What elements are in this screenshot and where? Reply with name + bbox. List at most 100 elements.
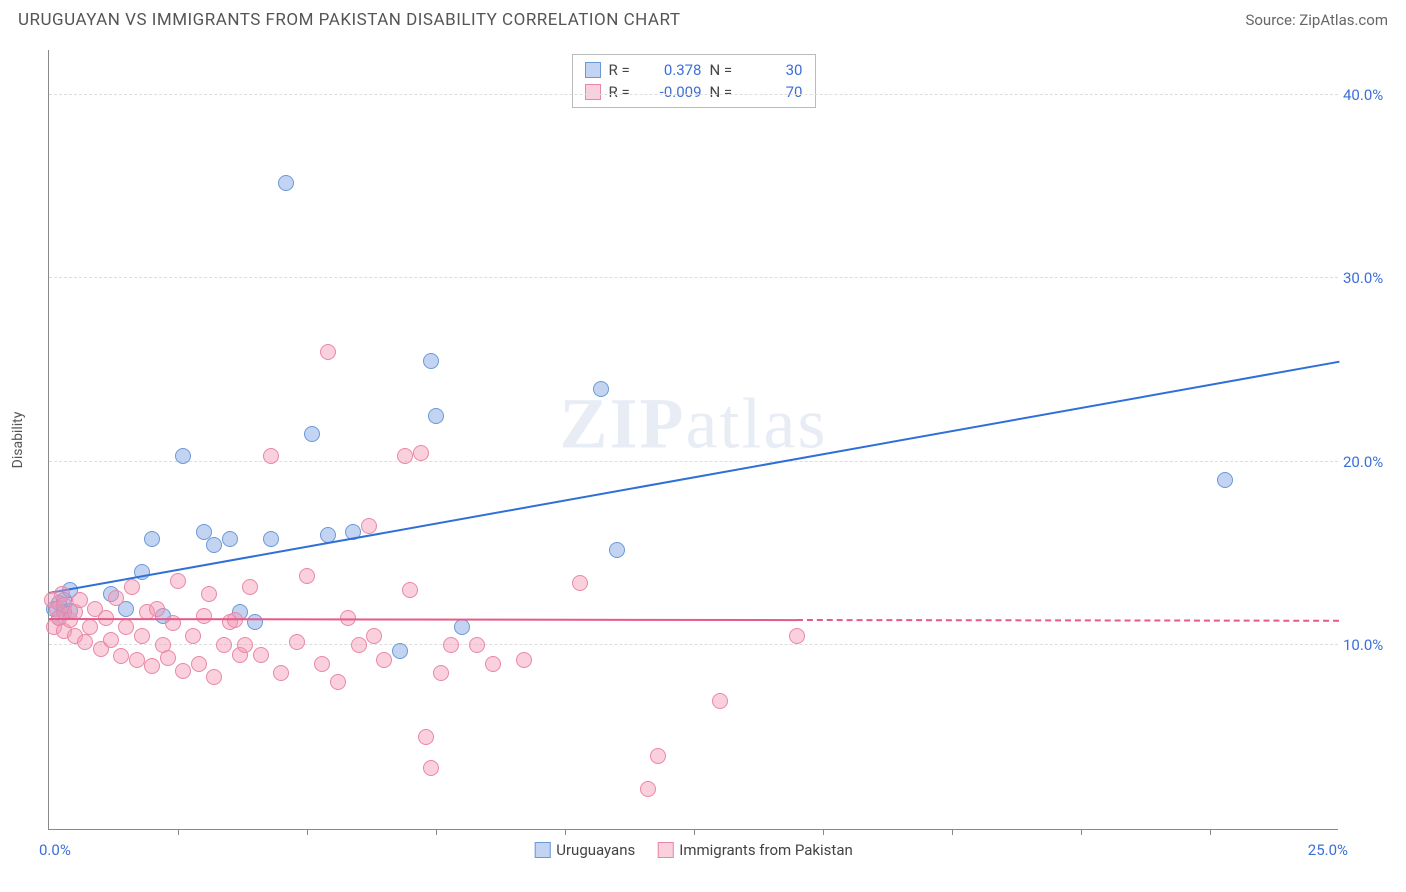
scatter-point — [160, 650, 176, 666]
scatter-point — [253, 647, 269, 663]
legend-item-uruguayans: Uruguayans — [534, 841, 635, 859]
n-label: N = — [710, 83, 740, 101]
scatter-point — [609, 542, 625, 558]
trend-line-dashed — [797, 619, 1339, 622]
legend-label-pakistan: Immigrants from Pakistan — [679, 841, 853, 859]
scatter-point — [149, 601, 165, 617]
scatter-point — [1217, 472, 1233, 488]
r-label: R = — [609, 61, 639, 79]
n-value-pakistan: 70 — [748, 83, 803, 101]
scatter-point — [304, 426, 320, 442]
scatter-point — [314, 656, 330, 672]
scatter-point — [77, 634, 93, 650]
swatch-uruguayans — [534, 842, 550, 858]
scatter-point — [185, 628, 201, 644]
legend-series: Uruguayans Immigrants from Pakistan — [534, 841, 853, 859]
scatter-point — [175, 663, 191, 679]
r-value-pakistan: -0.009 — [647, 83, 702, 101]
y-tick-label: 30.0% — [1343, 269, 1398, 287]
scatter-point — [124, 579, 140, 595]
scatter-point — [433, 665, 449, 681]
y-axis-label: Disability — [10, 412, 26, 469]
scatter-point — [289, 634, 305, 650]
scatter-point — [113, 648, 129, 664]
scatter-point — [650, 748, 666, 764]
x-tick-mark — [178, 829, 179, 835]
scatter-point — [423, 353, 439, 369]
scatter-point — [428, 408, 444, 424]
y-tick-label: 40.0% — [1343, 86, 1398, 104]
legend-item-pakistan: Immigrants from Pakistan — [657, 841, 853, 859]
scatter-point — [201, 586, 217, 602]
watermark-light: atlas — [686, 383, 828, 463]
chart-title: URUGUAYAN VS IMMIGRANTS FROM PAKISTAN DI… — [18, 10, 680, 30]
scatter-point — [330, 674, 346, 690]
scatter-point — [397, 448, 413, 464]
scatter-point — [366, 628, 382, 644]
scatter-point — [278, 175, 294, 191]
y-tick-label: 10.0% — [1343, 636, 1398, 654]
x-tick-mark — [565, 829, 566, 835]
scatter-point — [423, 760, 439, 776]
scatter-point — [144, 531, 160, 547]
swatch-uruguayans — [585, 62, 601, 78]
y-tick-label: 20.0% — [1343, 453, 1398, 471]
scatter-point — [134, 628, 150, 644]
r-value-uruguayans: 0.378 — [647, 61, 702, 79]
scatter-point — [263, 448, 279, 464]
scatter-point — [443, 637, 459, 653]
x-tick-mark — [1210, 829, 1211, 835]
x-tick-mark — [952, 829, 953, 835]
legend-row-uruguayans: R = 0.378 N = 30 — [585, 59, 803, 81]
swatch-pakistan — [585, 84, 601, 100]
trend-line — [49, 361, 1339, 594]
x-tick-mark — [694, 829, 695, 835]
scatter-point — [413, 445, 429, 461]
scatter-point — [216, 637, 232, 653]
scatter-point — [640, 781, 656, 797]
x-tick-mark — [307, 829, 308, 835]
x-axis-max-label: 25.0% — [1308, 841, 1348, 859]
swatch-pakistan — [657, 842, 673, 858]
scatter-point — [72, 592, 88, 608]
scatter-point — [516, 652, 532, 668]
grid-line — [49, 461, 1338, 462]
scatter-point — [593, 381, 609, 397]
scatter-point — [299, 568, 315, 584]
legend-row-pakistan: R = -0.009 N = 70 — [585, 81, 803, 103]
x-tick-mark — [1081, 829, 1082, 835]
scatter-point — [572, 575, 588, 591]
scatter-point — [144, 658, 160, 674]
grid-line — [49, 94, 1338, 95]
scatter-point — [237, 637, 253, 653]
n-value-uruguayans: 30 — [748, 61, 803, 79]
x-tick-mark — [823, 829, 824, 835]
scatter-point — [376, 652, 392, 668]
scatter-point — [320, 344, 336, 360]
scatter-point — [82, 619, 98, 635]
scatter-point — [402, 582, 418, 598]
scatter-point — [196, 608, 212, 624]
scatter-point — [118, 619, 134, 635]
legend-label-uruguayans: Uruguayans — [556, 841, 635, 859]
scatter-point — [222, 531, 238, 547]
scatter-point — [191, 656, 207, 672]
n-label: N = — [710, 61, 740, 79]
scatter-point — [454, 619, 470, 635]
scatter-point — [206, 537, 222, 553]
scatter-point — [485, 656, 501, 672]
scatter-point — [469, 637, 485, 653]
grid-line — [49, 277, 1338, 278]
scatter-point — [361, 518, 377, 534]
scatter-point — [789, 628, 805, 644]
scatter-point — [712, 693, 728, 709]
scatter-point — [242, 579, 258, 595]
scatter-point — [392, 643, 408, 659]
x-tick-mark — [436, 829, 437, 835]
scatter-point — [103, 632, 119, 648]
scatter-point — [273, 665, 289, 681]
scatter-point — [351, 637, 367, 653]
chart-source: Source: ZipAtlas.com — [1245, 11, 1388, 29]
x-axis-min-label: 0.0% — [39, 841, 71, 859]
scatter-chart: ZIPatlas R = 0.378 N = 30 R = -0.009 N =… — [48, 50, 1338, 830]
